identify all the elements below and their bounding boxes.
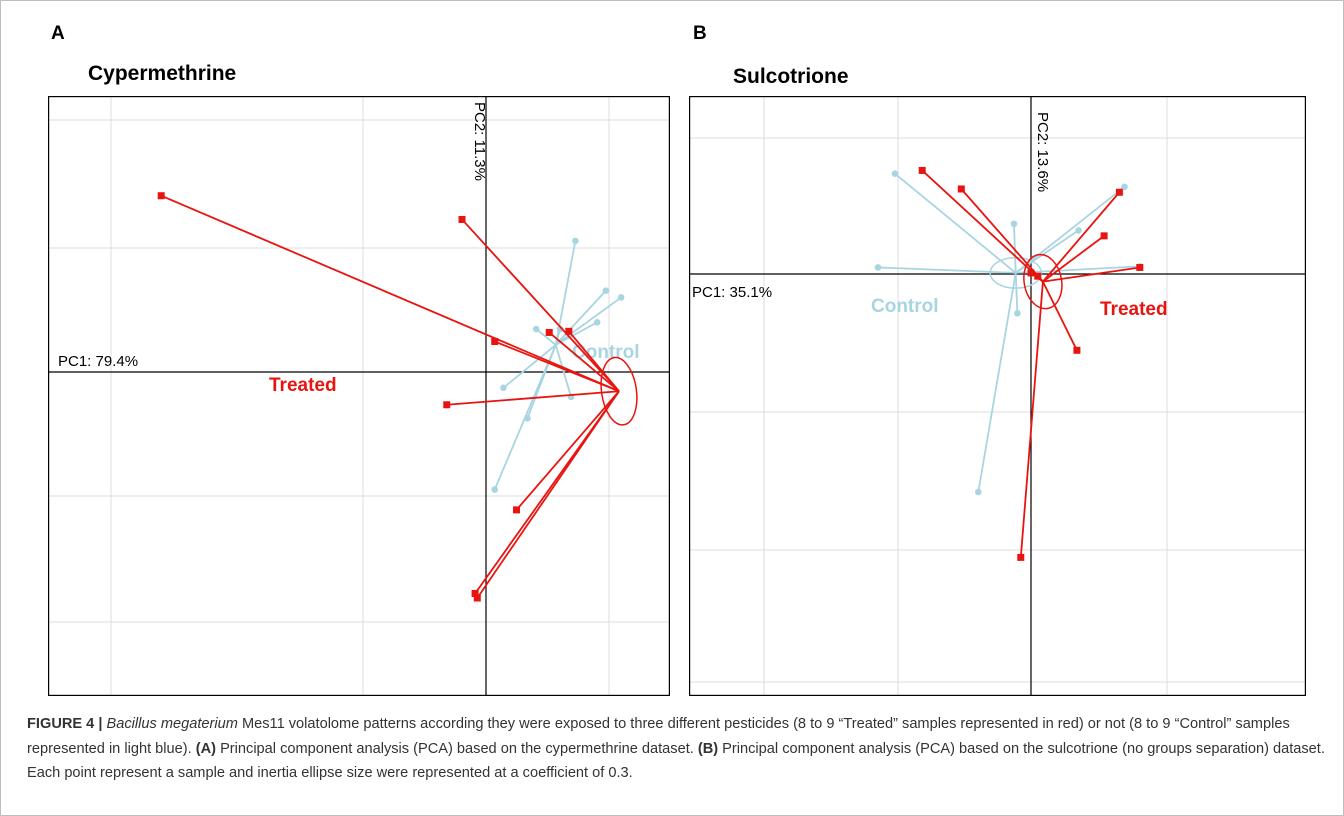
control-sample-point [500, 384, 507, 392]
panel-label-a: A [51, 23, 65, 44]
caption-ref-b: (B) [697, 740, 719, 757]
panel-label-b: B [693, 23, 707, 44]
control-sample-point [1010, 220, 1018, 228]
treated-group-label: Treated [1100, 299, 1168, 320]
treated-sample-point [1100, 232, 1108, 240]
caption-text-c: Principal component analysis (PCA) based… [27, 740, 1325, 782]
treated-spoke [960, 188, 1044, 283]
treated-sample-point [1017, 553, 1025, 561]
control-sample-point [524, 415, 531, 422]
treated-spoke [160, 194, 620, 393]
pc2-axis-label: PC2: 11.3% [471, 102, 488, 181]
control-spoke [555, 290, 607, 346]
treated-spoke [515, 390, 620, 511]
control-sample-point [1121, 183, 1128, 191]
control-sample-point [874, 264, 882, 271]
treated-spoke [568, 330, 620, 392]
treated-sample-point [1115, 188, 1123, 196]
pca-chart-sulcotrione: PC1: 35.1% PC2: 13.6% Control Treated [689, 96, 1306, 696]
treated-sample-point [473, 594, 481, 602]
treated-sample-point [918, 166, 926, 174]
treated-group-label: Treated [269, 375, 337, 396]
treated-spoke [446, 390, 620, 406]
treated-sample-point [471, 589, 479, 597]
caption-species: Bacillus megaterium [106, 716, 238, 732]
control-spoke [502, 344, 557, 389]
treated-sample-point [1073, 346, 1081, 354]
control-spoke [1015, 265, 1140, 274]
control-spoke [977, 272, 1017, 493]
control-spoke [894, 173, 1017, 274]
plot-frame [689, 96, 1306, 696]
caption-ref-a: (A) [195, 740, 217, 757]
control-sample-point [532, 325, 540, 333]
control-spoke [1015, 186, 1126, 274]
control-spoke [1014, 272, 1019, 314]
control-sample-point [891, 170, 899, 178]
treated-sample-point [513, 506, 521, 514]
control-sample-point [593, 318, 601, 326]
treated-inertia-ellipse [600, 356, 638, 426]
treated-sample-point [565, 327, 573, 335]
treated-spoke [461, 218, 620, 392]
treated-spoke [1042, 266, 1140, 283]
treated-sample-point [957, 185, 965, 193]
caption-text-b: Principal component analysis (PCA) based… [216, 740, 698, 757]
treated-spoke [548, 331, 620, 392]
treated-sample-point [443, 401, 451, 409]
treated-sample-point [545, 328, 553, 336]
treated-spoke [1019, 281, 1044, 558]
pc1-axis-label: PC1: 35.1% [692, 284, 772, 301]
treated-spoke [494, 340, 620, 393]
control-spoke [555, 296, 622, 346]
control-spoke [877, 266, 1016, 274]
treated-spoke [1042, 281, 1078, 351]
treated-inertia-ellipse [1023, 253, 1063, 310]
treated-sample-point [1034, 272, 1042, 280]
treated-sample-point [157, 192, 165, 200]
treated-sample-point [1027, 269, 1035, 277]
panel-title-b: Sulcotrione [733, 65, 849, 88]
control-spoke [554, 344, 572, 398]
control-spoke [535, 328, 557, 346]
caption-label: FIGURE 4 | [27, 716, 103, 732]
control-sample-point [1014, 309, 1021, 317]
treated-spoke [1042, 235, 1105, 283]
control-group-label: Control [871, 296, 939, 317]
control-sample-point [975, 488, 982, 496]
treated-spoke [1042, 191, 1121, 283]
caption-text-a: Mes11 volatolome patterns according they… [27, 716, 1290, 757]
figure-caption: FIGURE 4 | Bacillus megaterium Mes11 vol… [27, 712, 1327, 786]
control-sample-point [602, 287, 610, 294]
plot-frame [48, 96, 670, 696]
control-sample-point [491, 486, 499, 493]
treated-spoke [476, 390, 620, 599]
treated-spoke [921, 169, 1044, 283]
control-sample-point [572, 237, 579, 245]
pc1-axis-label: PC1: 79.4% [58, 353, 138, 370]
pc2-axis-label: PC2: 13.6% [1034, 112, 1051, 192]
control-sample-point [617, 294, 625, 301]
control-spoke [555, 321, 598, 346]
treated-sample-point [458, 215, 466, 223]
treated-sample-point [1136, 263, 1144, 271]
control-spoke [1013, 223, 1017, 273]
panel-title-a: Cypermethrine [88, 62, 237, 85]
treated-sample-point [491, 337, 499, 345]
control-sample-point [1075, 227, 1082, 234]
